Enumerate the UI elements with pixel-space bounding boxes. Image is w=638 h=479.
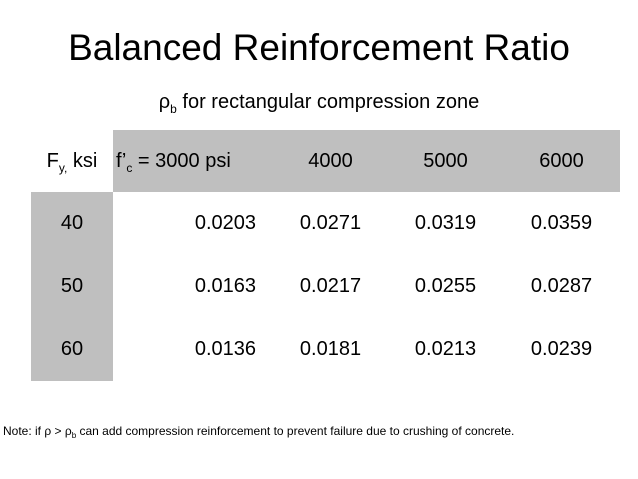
rho-symbol: ρ	[158, 91, 171, 113]
table-row: 50 0.0163 0.0217 0.0255 0.0287	[31, 255, 620, 318]
fc-6000-column-header: 6000	[503, 130, 620, 192]
table-cell: 0.0271	[299, 212, 362, 234]
table-cell: 0.0217	[299, 275, 362, 297]
table-row: 40 0.0203 0.0271 0.0319 0.0359	[31, 192, 620, 255]
reinforcement-ratio-table: Fy, ksi f’c = 3000 psi 4000 5000 6000 40…	[31, 130, 620, 381]
fy-row-label: 50	[31, 255, 113, 318]
fy-row-label: 40	[31, 192, 113, 255]
table-cell: 0.0319	[414, 212, 477, 234]
subtitle-text: for rectangular compression zone	[176, 91, 480, 113]
fy-row-label: 60	[31, 318, 113, 381]
table-cell: 0.0287	[530, 275, 593, 297]
table-cell: 0.0163	[113, 255, 273, 318]
table-cell: 0.0255	[414, 275, 477, 297]
table-cell: 0.0239	[530, 338, 593, 360]
table-cell: 0.0203	[113, 192, 273, 255]
table-cell: 0.0213	[414, 338, 477, 360]
fc-4000-column-header: 4000	[273, 130, 388, 192]
table-cell: 0.0359	[530, 212, 593, 234]
fy-column-header: Fy, ksi	[31, 130, 113, 192]
rho-subscript: b	[170, 102, 177, 116]
table-cell: 0.0181	[299, 338, 362, 360]
fc-5000-column-header: 5000	[388, 130, 503, 192]
table-header-row: Fy, ksi f’c = 3000 psi 4000 5000 6000	[31, 130, 620, 192]
table-cell: 0.0136	[113, 318, 273, 381]
footnote: Note: if ρ > ρb can add compression rein…	[3, 424, 515, 440]
fc-3000-column-header: f’c = 3000 psi	[113, 130, 273, 192]
table-row: 60 0.0136 0.0181 0.0213 0.0239	[31, 318, 620, 381]
slide-subtitle: ρb for rectangular compression zone	[0, 89, 638, 115]
slide-title: Balanced Reinforcement Ratio	[68, 27, 570, 68]
